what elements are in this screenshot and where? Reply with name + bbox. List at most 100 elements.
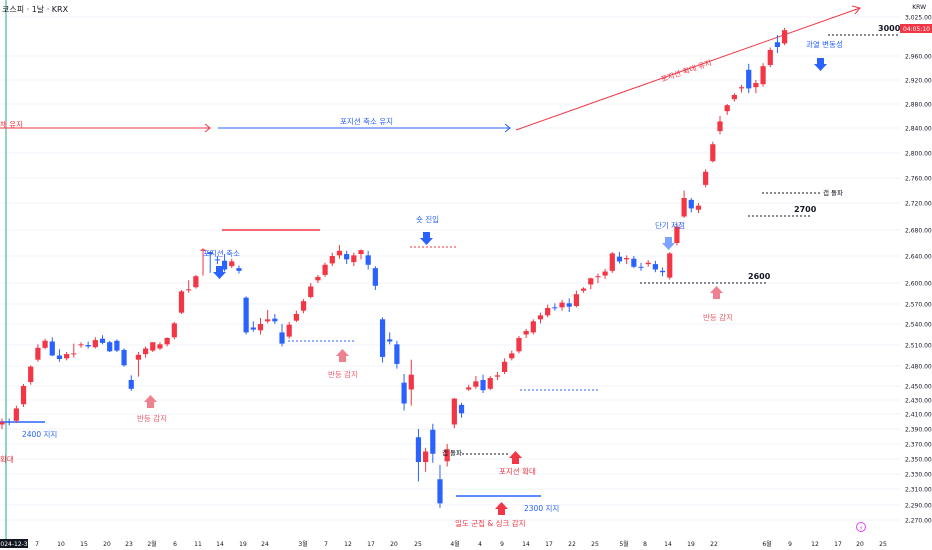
candle-body [128, 380, 134, 389]
y-tick-label: 2,680.00 [905, 228, 932, 235]
x-tick-label: 20 [103, 541, 111, 548]
label-2700: 2700 [794, 205, 817, 214]
label-gap-break-top: 갭 돌파 [823, 188, 843, 197]
x-tick-label: 22 [568, 541, 576, 548]
candle-body [78, 344, 84, 346]
candle-body [214, 259, 220, 261]
candle-body [667, 253, 673, 278]
label-3000: 3000 [878, 24, 901, 33]
y-tick-label: 2,600.00 [905, 281, 932, 288]
x-tick-label: 25 [879, 541, 887, 548]
label-2400: 2400 지지 [22, 430, 57, 439]
candle-body [652, 264, 658, 270]
candle-body [157, 344, 163, 349]
candle-body [329, 256, 335, 264]
x-tick-label: 9 [500, 541, 504, 548]
price-axis[interactable]: 3,025.00 2,960.00 2,920.00 2,880.00 2,840.00… [905, 15, 932, 525]
candle-body [135, 354, 142, 360]
candle-body [121, 349, 127, 366]
annotation-arrows [144, 58, 827, 515]
y-tick-label: 2,310.00 [905, 487, 932, 494]
candle-body [444, 449, 450, 462]
candle-body [193, 276, 199, 288]
x-tick-label: 4 [478, 541, 482, 548]
y-tick-label: 2,640.00 [905, 254, 932, 261]
y-tick-label: 2,960.00 [905, 54, 932, 61]
candle-body [595, 276, 601, 278]
candle-body [64, 354, 70, 359]
candle-body [710, 144, 716, 162]
candle-body [473, 381, 479, 387]
label-rebound-1: 반등 감지 [137, 413, 167, 423]
x-tick-label: 17 [834, 541, 842, 548]
candle-body [336, 250, 343, 256]
x-tick-label: 17 [367, 541, 375, 548]
x-tick-label: 15 [80, 541, 88, 548]
candle-body [365, 255, 371, 265]
candle-body [114, 340, 120, 351]
y-tick-label: 2,800.00 [905, 151, 932, 158]
arrow-down-icon [662, 237, 675, 250]
label-position-expand: 포지션 확대 [499, 466, 536, 476]
candle-body [250, 327, 256, 330]
candle-body [537, 315, 544, 320]
candle-body [164, 338, 170, 345]
candle-body [221, 260, 228, 270]
y-tick-label: 2,570.00 [905, 302, 932, 309]
label-rebound-3: 반등 감지 [703, 312, 733, 322]
candle-body [236, 268, 242, 271]
x-tick-label: 12 [811, 541, 819, 548]
candle-body [265, 319, 271, 322]
label-2300: 2300 지지 [524, 504, 559, 513]
y-tick-label: 2,410.00 [905, 412, 932, 419]
candle-body [516, 338, 522, 352]
candle-body [616, 256, 623, 262]
candle-body [724, 105, 730, 112]
y-tick-label: 2,430.00 [905, 398, 932, 405]
x-tick-label: 14 [664, 541, 672, 548]
last-price-tag: 04:05:10 [900, 24, 932, 33]
candle-body [0, 422, 5, 425]
arrow-down-icon [213, 266, 226, 279]
label-shrink-hold: 포지션 축소 유지 [340, 116, 393, 126]
candle-body [782, 30, 788, 44]
candle-body [300, 301, 307, 311]
candle-body [588, 278, 594, 285]
y-tick-label: 2,480.00 [905, 364, 932, 371]
candle-body [430, 429, 436, 454]
candle-body [322, 264, 328, 275]
time-axis[interactable]: 2024-12-30 7 10 15 20 23 2월 6 11 14 19 24 3월 7 12 17 20 2… [0, 539, 887, 548]
x-tick-label: 12 [344, 541, 352, 548]
y-tick-label: 2,350.00 [905, 457, 932, 464]
candle-body [351, 255, 357, 263]
arrow-expand-red [515, 7, 861, 131]
candle-body [358, 250, 364, 255]
candle-body [344, 254, 350, 260]
candle-body [487, 378, 493, 389]
candle-body [293, 314, 299, 321]
candle-body [753, 83, 759, 88]
candle-body [624, 258, 630, 260]
candle-body [717, 121, 723, 132]
candle-body [99, 338, 106, 343]
x-tick-label: 14 [522, 541, 530, 548]
x-tick-label: 22 [710, 541, 718, 548]
candle-body [767, 50, 773, 65]
candle-body [545, 308, 551, 316]
x-tick-label: 7 [324, 541, 328, 548]
y-tick-label: 2,330.00 [905, 472, 932, 479]
candle-body [379, 319, 386, 357]
candle-body [466, 387, 472, 390]
candle-body [631, 258, 637, 267]
candle-body [703, 171, 709, 185]
label-overheat: 과열 변동성 [806, 40, 843, 49]
candle-body [308, 286, 314, 297]
candle-body [530, 321, 536, 333]
candle-body [695, 205, 702, 210]
flash-icon[interactable]: ⚡ [856, 522, 866, 533]
y-tick-label: 2,450.00 [905, 384, 932, 391]
candle-body [13, 408, 19, 421]
candle-body [731, 95, 737, 100]
x-tick-label: 20 [856, 541, 864, 548]
